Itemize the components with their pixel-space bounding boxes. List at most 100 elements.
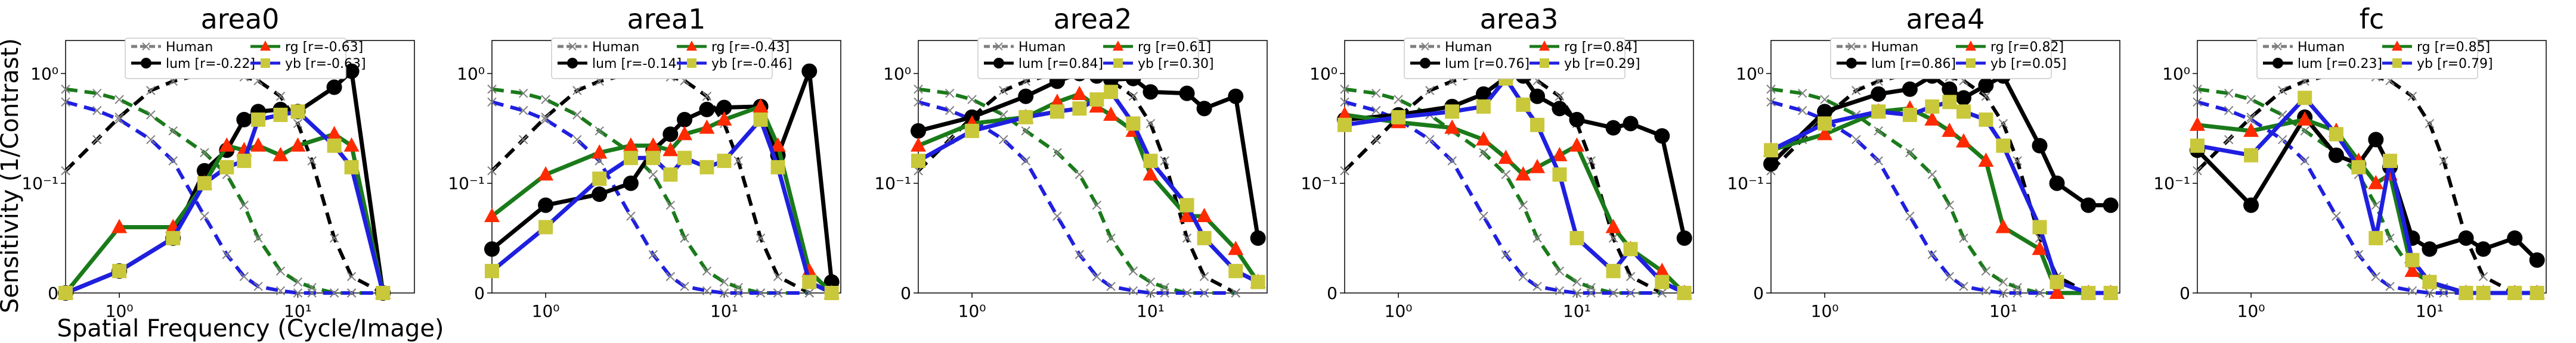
yb-point [2405,252,2420,267]
yb-point [1764,143,1778,158]
legend-yb-marker [1540,58,1549,68]
rg-point [699,119,715,134]
yb-point [2032,220,2047,235]
yb-point [2298,91,2312,105]
human-marker [1608,288,1618,298]
lum-point [2049,175,2065,191]
human-marker [999,135,1008,145]
rg-point [219,137,235,152]
legend-box [1404,38,1626,79]
legend-box [1830,38,2052,79]
lum-series-line [1344,73,1687,239]
yb-point [1089,92,1104,107]
human-marker [1927,250,1937,260]
yb-point [1228,264,1243,279]
yb-point [677,151,692,166]
human-marker [293,119,303,129]
yb-point [1250,275,1265,289]
yb-point [2081,286,2096,300]
y-tick-label: 0 [1753,283,1764,303]
legend-lum-marker [567,58,578,68]
human-marker [1340,97,1349,107]
lum-point [699,101,715,117]
human-marker [1959,233,1968,243]
human-marker [92,89,102,98]
lum-point [1018,88,1034,104]
human-lum-curve [2196,71,2516,295]
panel-area3: area3 0 10⁻¹ 10⁰ 10⁰ 10¹ Human lum [r=0.76] rg [… [1301,3,1694,321]
human-marker [1145,288,1156,298]
legend: Human lum [r=0.23] rg [r=0.85] yb [r=0.79] [2256,38,2493,79]
human-marker [487,166,497,176]
human-marker [1959,282,1968,291]
rg-point [2190,116,2205,131]
human-marker [2193,97,2202,107]
human-yb-curve [65,100,383,295]
legend-rg-label: rg [r=-0.43] [711,40,789,55]
yb-point [663,167,678,182]
legend-rg-label: rg [r=-0.63] [285,40,363,55]
human-marker [595,126,604,136]
legend-human-label: Human [592,40,639,55]
legend-rg-marker [1113,40,1123,51]
yb-point [1072,101,1087,116]
rg-point [645,137,661,152]
yb-point [1925,99,1940,114]
human-marker [541,95,550,104]
human-marker [2193,166,2202,176]
legend-lum-label: lum [r=0.23] [2298,57,2382,71]
human-marker [719,288,729,298]
yb-point [1871,104,1886,119]
human-marker [1479,148,1488,158]
human-marker [1626,272,1636,282]
human-marker [1075,250,1085,260]
lum-point [2475,241,2491,257]
human-marker [2012,288,2022,298]
y-tick-label: 10⁻¹ [874,174,911,194]
rg-point [2243,122,2259,137]
rg-point [2368,174,2384,189]
lum-point [2243,197,2259,213]
legend-yb-marker [1113,58,1123,68]
rg-point [1498,149,1514,164]
x-tick-label: 10¹ [1563,301,1591,321]
human-marker [1532,233,1542,243]
rg-point [1049,93,1065,108]
legend-lum-label: lum [r=0.76] [1445,57,1530,71]
human-marker [1340,166,1349,176]
human-marker [2193,85,2202,94]
yb-point [1445,104,1460,119]
lum-point [236,111,252,127]
yb-point [1818,116,1832,131]
panel-fc: fc 0 10⁻¹ 10⁰ 10⁰ 10¹ Human lum [r=0.23] rg [r=0… [2153,3,2547,321]
human-marker [1586,288,1596,298]
human-marker [168,156,178,166]
lum-point [592,186,608,202]
rg-point [1552,146,1568,161]
human-yb-curve [1344,100,1662,295]
yb-point [1996,138,2011,153]
human-marker [61,166,70,176]
lum-series-line [64,67,385,295]
human-marker [2278,86,2287,95]
human-marker [702,286,712,296]
lum-point [911,123,926,139]
human-marker [914,85,923,94]
yb-point [1677,286,1692,300]
legend-rg-marker [1965,40,1976,51]
human-marker [307,156,317,166]
human-marker [999,86,1008,95]
yb-point [112,264,127,279]
human-marker [222,250,232,260]
human-marker [2407,286,2417,296]
yb-point [2507,286,2522,300]
human-rg-curve [491,87,810,295]
legend-yb-marker [687,58,696,68]
lum-series-line [2196,113,2539,262]
lum-point [1179,85,1195,101]
legend: Human lum [r=0.76] rg [r=0.84] yb [r=0.29] [1404,38,1640,79]
y-tick-label: 10⁻¹ [448,174,485,194]
yb-point [1516,97,1531,112]
panel-title: area2 [1054,3,1132,35]
y-tick-label: 10⁻¹ [21,174,58,194]
